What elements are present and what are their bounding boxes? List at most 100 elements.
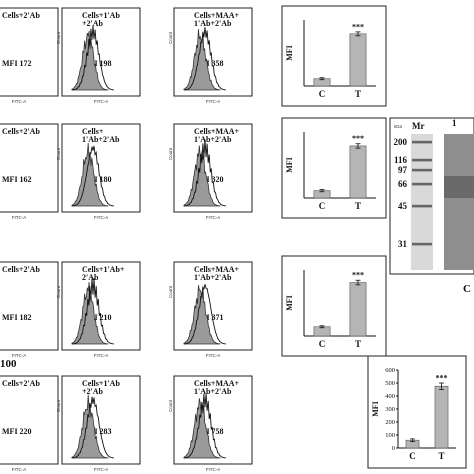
flow-panel-frame — [173, 7, 253, 97]
y-axis-title: MFI — [285, 45, 294, 61]
significance-marker: *** — [436, 374, 448, 383]
mfi-value: MFI 180 — [82, 175, 112, 184]
histogram-outline — [71, 145, 115, 207]
significance-marker: *** — [352, 134, 364, 143]
flow-panel: Cells+MAA+1'Ab+2'Ab MFI 320 Count FITC-A — [168, 123, 253, 220]
mfi-value: MFI 210 — [82, 313, 112, 322]
y-axis-label: Count — [168, 285, 173, 298]
histogram-filled — [71, 30, 109, 91]
y-tick-label: 600 — [385, 367, 395, 374]
gel-marker-band — [412, 204, 432, 208]
flow-panel-label: Cells+2'Ab — [2, 379, 40, 388]
mfi-value: MFI 358 — [194, 59, 224, 68]
flow-panel: Cells+1'Ab+2'Ab MFI 180 Count FITC-A — [56, 123, 141, 220]
category-label: C — [319, 201, 326, 211]
histogram-outline — [183, 27, 227, 91]
mfi-value: MFI 162 — [2, 175, 32, 184]
flow-panel-label: 2'Ab — [82, 273, 99, 282]
flow-panel-frame — [61, 123, 141, 213]
flow-panel-label: Cells+1'Ab — [82, 379, 120, 388]
flow-panel-frame — [0, 7, 59, 97]
mfi-value: MFI 371 — [194, 313, 224, 322]
x-axis-label: FITC-A — [94, 215, 109, 220]
row-tag: 100 — [0, 358, 17, 370]
category-label: T — [438, 451, 444, 461]
flow-panel-label: Cells+2'Ab — [2, 127, 40, 136]
histogram-outline — [183, 393, 227, 459]
y-axis-title: MFI — [285, 157, 294, 173]
flow-panel-label: Cells+MAA+ — [194, 127, 240, 136]
gel-marker-band — [412, 140, 432, 144]
flow-panel: Cells+MAA+1'Ab+2'Ab MFI 758 Count FITC-A — [168, 375, 253, 472]
category-label: C — [409, 451, 416, 461]
gel-sample-lane — [444, 134, 474, 270]
flow-panel-label: Cells+MAA+ — [194, 379, 240, 388]
x-axis-label: FITC-A — [12, 353, 27, 358]
y-tick-label: 200 — [385, 419, 395, 426]
y-tick-label: 400 — [385, 393, 395, 400]
gel-marker-band — [412, 242, 432, 246]
flow-panel: Cells+1'Ab+2'Ab MFI 198 Count FITC-A — [56, 7, 141, 104]
category-label: C — [319, 89, 326, 99]
x-axis-label: FITC-A — [206, 215, 221, 220]
flow-panel: Cells+2'Ab MFI 182 FITC-A — [0, 261, 59, 358]
flow-panel: Cells+2'Ab MFI 220 FITC-A — [0, 375, 59, 472]
category-label: T — [355, 339, 361, 349]
flow-panel-label: Cells+ — [82, 127, 104, 136]
x-axis-label: FITC-A — [12, 467, 27, 472]
gel-marker-band — [412, 168, 432, 172]
category-label: T — [355, 89, 361, 99]
significance-marker: *** — [352, 271, 364, 280]
x-axis-label: FITC-A — [94, 99, 109, 104]
gel-marker-band — [412, 182, 432, 186]
flow-panel-frame — [173, 375, 253, 465]
gel-marker-label: 45 — [398, 201, 408, 211]
x-axis-label: FITC-A — [206, 353, 221, 358]
gel-sample-lane-label: 1 — [452, 118, 457, 128]
mfi-value: MFI 320 — [194, 175, 224, 184]
flow-panel-label: +2'Ab — [82, 19, 104, 28]
bar-chart: MFI C T *** — [281, 255, 387, 357]
gel-marker-label: 97 — [398, 165, 408, 175]
flow-panel: Cells+1'Ab+2'Ab MFI 210 Count FITC-A — [56, 261, 141, 358]
mfi-value: MFI 220 — [2, 427, 32, 436]
gel-marker-label: 200 — [394, 137, 408, 147]
histogram-outline — [183, 284, 227, 345]
flow-panel-label: 1'Ab+2'Ab — [194, 19, 232, 28]
y-axis-label: Count — [168, 147, 173, 160]
x-axis-label: FITC-A — [206, 467, 221, 472]
gel-unit-label: kDa — [394, 124, 402, 129]
y-axis-title: MFI — [285, 295, 294, 311]
flow-panel-frame — [61, 375, 141, 465]
histogram-filled — [71, 282, 109, 345]
gel-marker-band — [412, 158, 432, 162]
y-axis-label: Count — [56, 31, 61, 44]
x-axis-label: FITC-A — [12, 99, 27, 104]
mfi-value: MFI 198 — [82, 59, 112, 68]
y-axis-label: Count — [168, 31, 173, 44]
gel-marker-label: 116 — [394, 155, 408, 165]
category-label: C — [319, 339, 326, 349]
flow-panel-label: 1'Ab+2'Ab — [194, 135, 232, 144]
y-tick-label: 100 — [385, 432, 395, 439]
flow-panel-frame — [0, 261, 59, 351]
bar-chart: MFI C T *** — [281, 5, 387, 107]
flow-panel: Cells+MAA+1'Ab+2'Ab MFI 371 Count FITC-A — [168, 261, 253, 358]
y-axis-title: MFI — [371, 401, 380, 417]
mfi-value: MFI 283 — [82, 427, 112, 436]
flow-panel-label: Cells+MAA+ — [194, 265, 240, 274]
flow-panel: Cells+2'Ab MFI 162 FITC-A — [0, 123, 59, 220]
y-axis-label: Count — [56, 399, 61, 412]
flow-panel-frame — [0, 375, 59, 465]
flow-panel: Cells+MAA+1'Ab+2'Ab MFI 358 Count FITC-A — [168, 7, 253, 104]
flow-panel-frame — [61, 7, 141, 97]
y-tick-label: 500 — [385, 380, 395, 387]
bar-chart-frame — [281, 5, 387, 107]
flow-panel: Cells+2'Ab MFI 172 FITC-A — [0, 7, 59, 104]
mfi-value: MFI 172 — [2, 59, 32, 68]
bar-chart-frame — [281, 255, 387, 357]
bar-chart-frame — [281, 117, 387, 219]
gel-marker-label: 66 — [398, 179, 408, 189]
flow-panel: Cells+1'Ab+2'Ab MFI 283 Count FITC-A — [56, 375, 141, 472]
